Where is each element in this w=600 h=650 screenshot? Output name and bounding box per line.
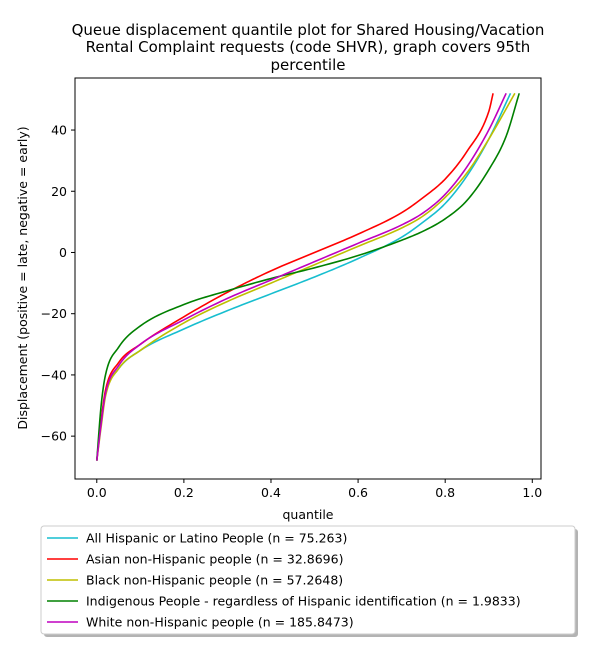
- series-line: [95, 92, 516, 461]
- x-axis: 0.0 0.2 0.4 0.6 0.8 1.0: [87, 479, 542, 500]
- y-tick-label: −60: [41, 429, 67, 444]
- plot-frame: [74, 77, 542, 480]
- x-tick-label: 0.4: [261, 485, 281, 500]
- legend-label: All Hispanic or Latino People (n = 75.26…: [86, 531, 347, 546]
- legend-label: Black non-Hispanic people (n = 57.2648): [86, 573, 343, 588]
- x-tick-label: 0.2: [174, 485, 194, 500]
- x-tick-label: 1.0: [522, 485, 542, 500]
- legend-label: Asian non-Hispanic people (n = 32.8696): [86, 552, 343, 567]
- chart-title-line-3: percentile: [270, 56, 345, 74]
- y-axis: −60 −40 −20 0 20 40: [41, 123, 75, 444]
- y-tick-label: 20: [51, 184, 67, 199]
- legend-box: [40, 525, 576, 635]
- series-line: [95, 92, 512, 461]
- series-line: [95, 92, 507, 461]
- y-tick-label: −20: [41, 306, 67, 321]
- series-layer: [95, 92, 520, 461]
- y-tick-label: 0: [59, 245, 67, 260]
- y-tick-label: −40: [41, 367, 67, 382]
- legend-label: White non-Hispanic people (n = 185.8473): [86, 615, 354, 630]
- series-line: [95, 93, 494, 461]
- y-axis-label: Displacement (positive = late, negative …: [15, 126, 30, 429]
- legend: All Hispanic or Latino People (n = 75.26…: [40, 525, 578, 637]
- legend-items: All Hispanic or Latino People (n = 75.26…: [47, 531, 521, 630]
- chart-title-line-1: Queue displacement quantile plot for Sha…: [72, 21, 545, 39]
- y-tick-label: 40: [51, 123, 67, 138]
- x-tick-label: 0.6: [348, 485, 368, 500]
- chart-title-line-2: Rental Complaint requests (code SHVR), g…: [86, 38, 531, 56]
- x-tick-label: 0.0: [87, 485, 107, 500]
- chart-title: Queue displacement quantile plot for Sha…: [72, 21, 545, 74]
- x-tick-label: 0.8: [435, 485, 455, 500]
- legend-label: Indigenous People - regardless of Hispan…: [86, 594, 521, 609]
- x-axis-label: quantile: [283, 507, 334, 522]
- series-line: [95, 93, 520, 461]
